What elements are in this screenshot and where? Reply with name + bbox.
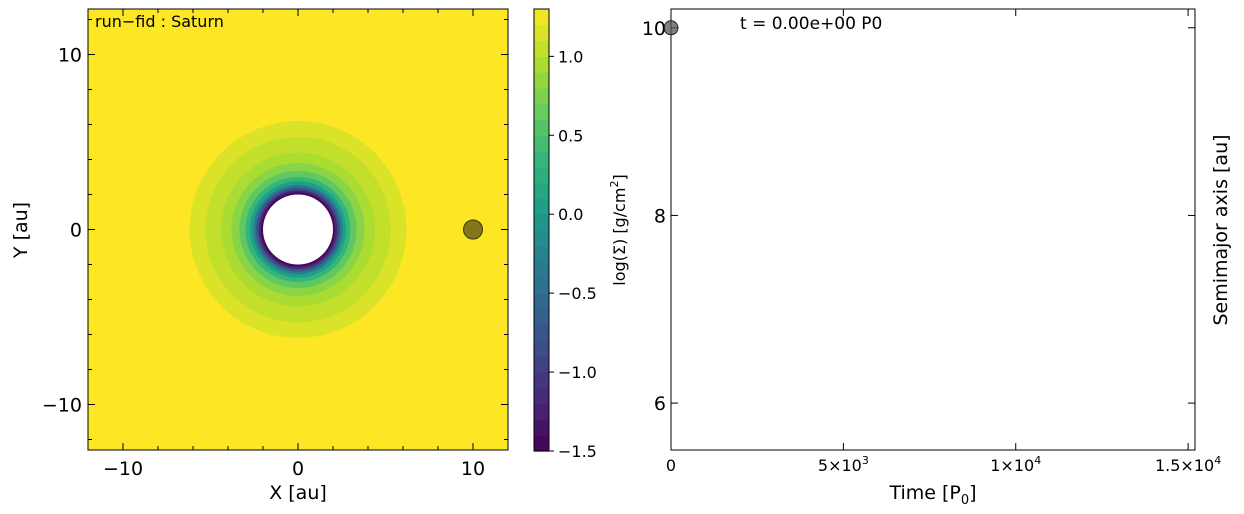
colorbar-band [534,135,549,152]
right-x-tick-label: 1×104 [990,454,1041,475]
colorbar-band [534,245,549,263]
colorbar-band [534,308,549,326]
colorbar-tick-label: 0.5 [558,126,583,145]
inner-cavity [263,194,333,265]
right-x-tick-label: 0 [666,456,676,475]
colorbar-band [534,277,549,294]
right-x-tick-label: 1.5×104 [1155,454,1221,475]
colorbar-band [534,198,549,215]
colorbar-frame [533,8,550,452]
right-axes-frame [670,8,1196,451]
left-x-tick-label: −10 [103,458,143,480]
colorbar-band [534,87,549,105]
colorbar-band [534,24,549,42]
colorbar-tick-label: −1.5 [558,442,597,461]
left-y-tick-label: −10 [42,395,82,417]
colorbar-band [534,261,549,278]
colorbar-band [534,387,549,405]
colorbar-label: log(Σ) [g/cm2] [608,174,629,286]
colorbar-band [534,9,549,26]
left-y-tick-label: 0 [70,220,82,242]
colorbar-band [534,356,549,373]
time-annotation: t = 0.00e+00 P0 [740,14,882,34]
left-x-tick-labels: −10 0 10 [103,458,485,480]
left-y-axis-label: Y [au] [10,202,32,259]
right-y-axis-label: Semimajor axis [au] [1210,134,1232,325]
colorbar-tick-label: 1.0 [558,47,583,66]
colorbar-band [534,435,549,452]
planet-marker [463,219,483,240]
colorbar-band [534,293,549,310]
right-x-axis-label: Time [P0] [888,482,976,508]
colorbar-band [534,40,549,57]
semimajor-axis-point [663,20,679,36]
colorbar-band [534,340,549,357]
run-label: run−fid : Saturn [95,12,224,31]
colorbar-band [534,119,549,136]
colorbar-bands [534,9,549,452]
left-y-tick-labels: 10 0 −10 [42,45,82,417]
left-x-tick-label: 0 [292,458,304,480]
right-y-tick-labels: 10 8 6 [642,18,666,415]
right-x-tick-label: 5×103 [818,454,869,475]
colorbar: 1.0 0.5 0.0 −0.5 −1.0 −1.5 log(Σ) [g/cm2] [533,8,629,461]
left-x-axis-label: X [au] [269,482,327,504]
colorbar-band [534,214,549,231]
colorbar-tick-label: −1.0 [558,363,597,382]
colorbar-band [534,324,549,342]
colorbar-band [534,72,549,89]
disk-density-panel: −10 0 10 10 0 −10 run−fid : Saturn X [au] Y … [10,8,509,504]
colorbar-band [534,166,549,184]
semimajor-axis-points [663,20,679,36]
colorbar-ticks: 1.0 0.5 0.0 −0.5 −1.0 −1.5 [549,47,597,461]
colorbar-band [534,182,549,200]
right-x-tick-labels: 0 5×103 1×104 1.5×104 [666,454,1221,475]
left-y-tick-label: 10 [58,45,82,67]
colorbar-band [534,419,549,436]
right-axis-ticks [670,9,1195,450]
left-axis-ticks [87,9,509,450]
colorbar-band [534,103,549,121]
right-y-tick-label: 8 [654,205,666,227]
colorbar-tick-label: −0.5 [558,284,597,303]
left-x-tick-label: 10 [461,458,485,480]
colorbar-band [534,403,549,421]
right-y-tick-label: 6 [654,393,666,415]
colorbar-band [534,151,549,168]
right-y-tick-label: 10 [642,18,666,40]
colorbar-band [534,230,549,247]
colorbar-band [534,56,549,73]
colorbar-band [534,372,549,389]
colorbar-tick-label: 0.0 [558,205,583,224]
disk-density-map [88,9,508,450]
